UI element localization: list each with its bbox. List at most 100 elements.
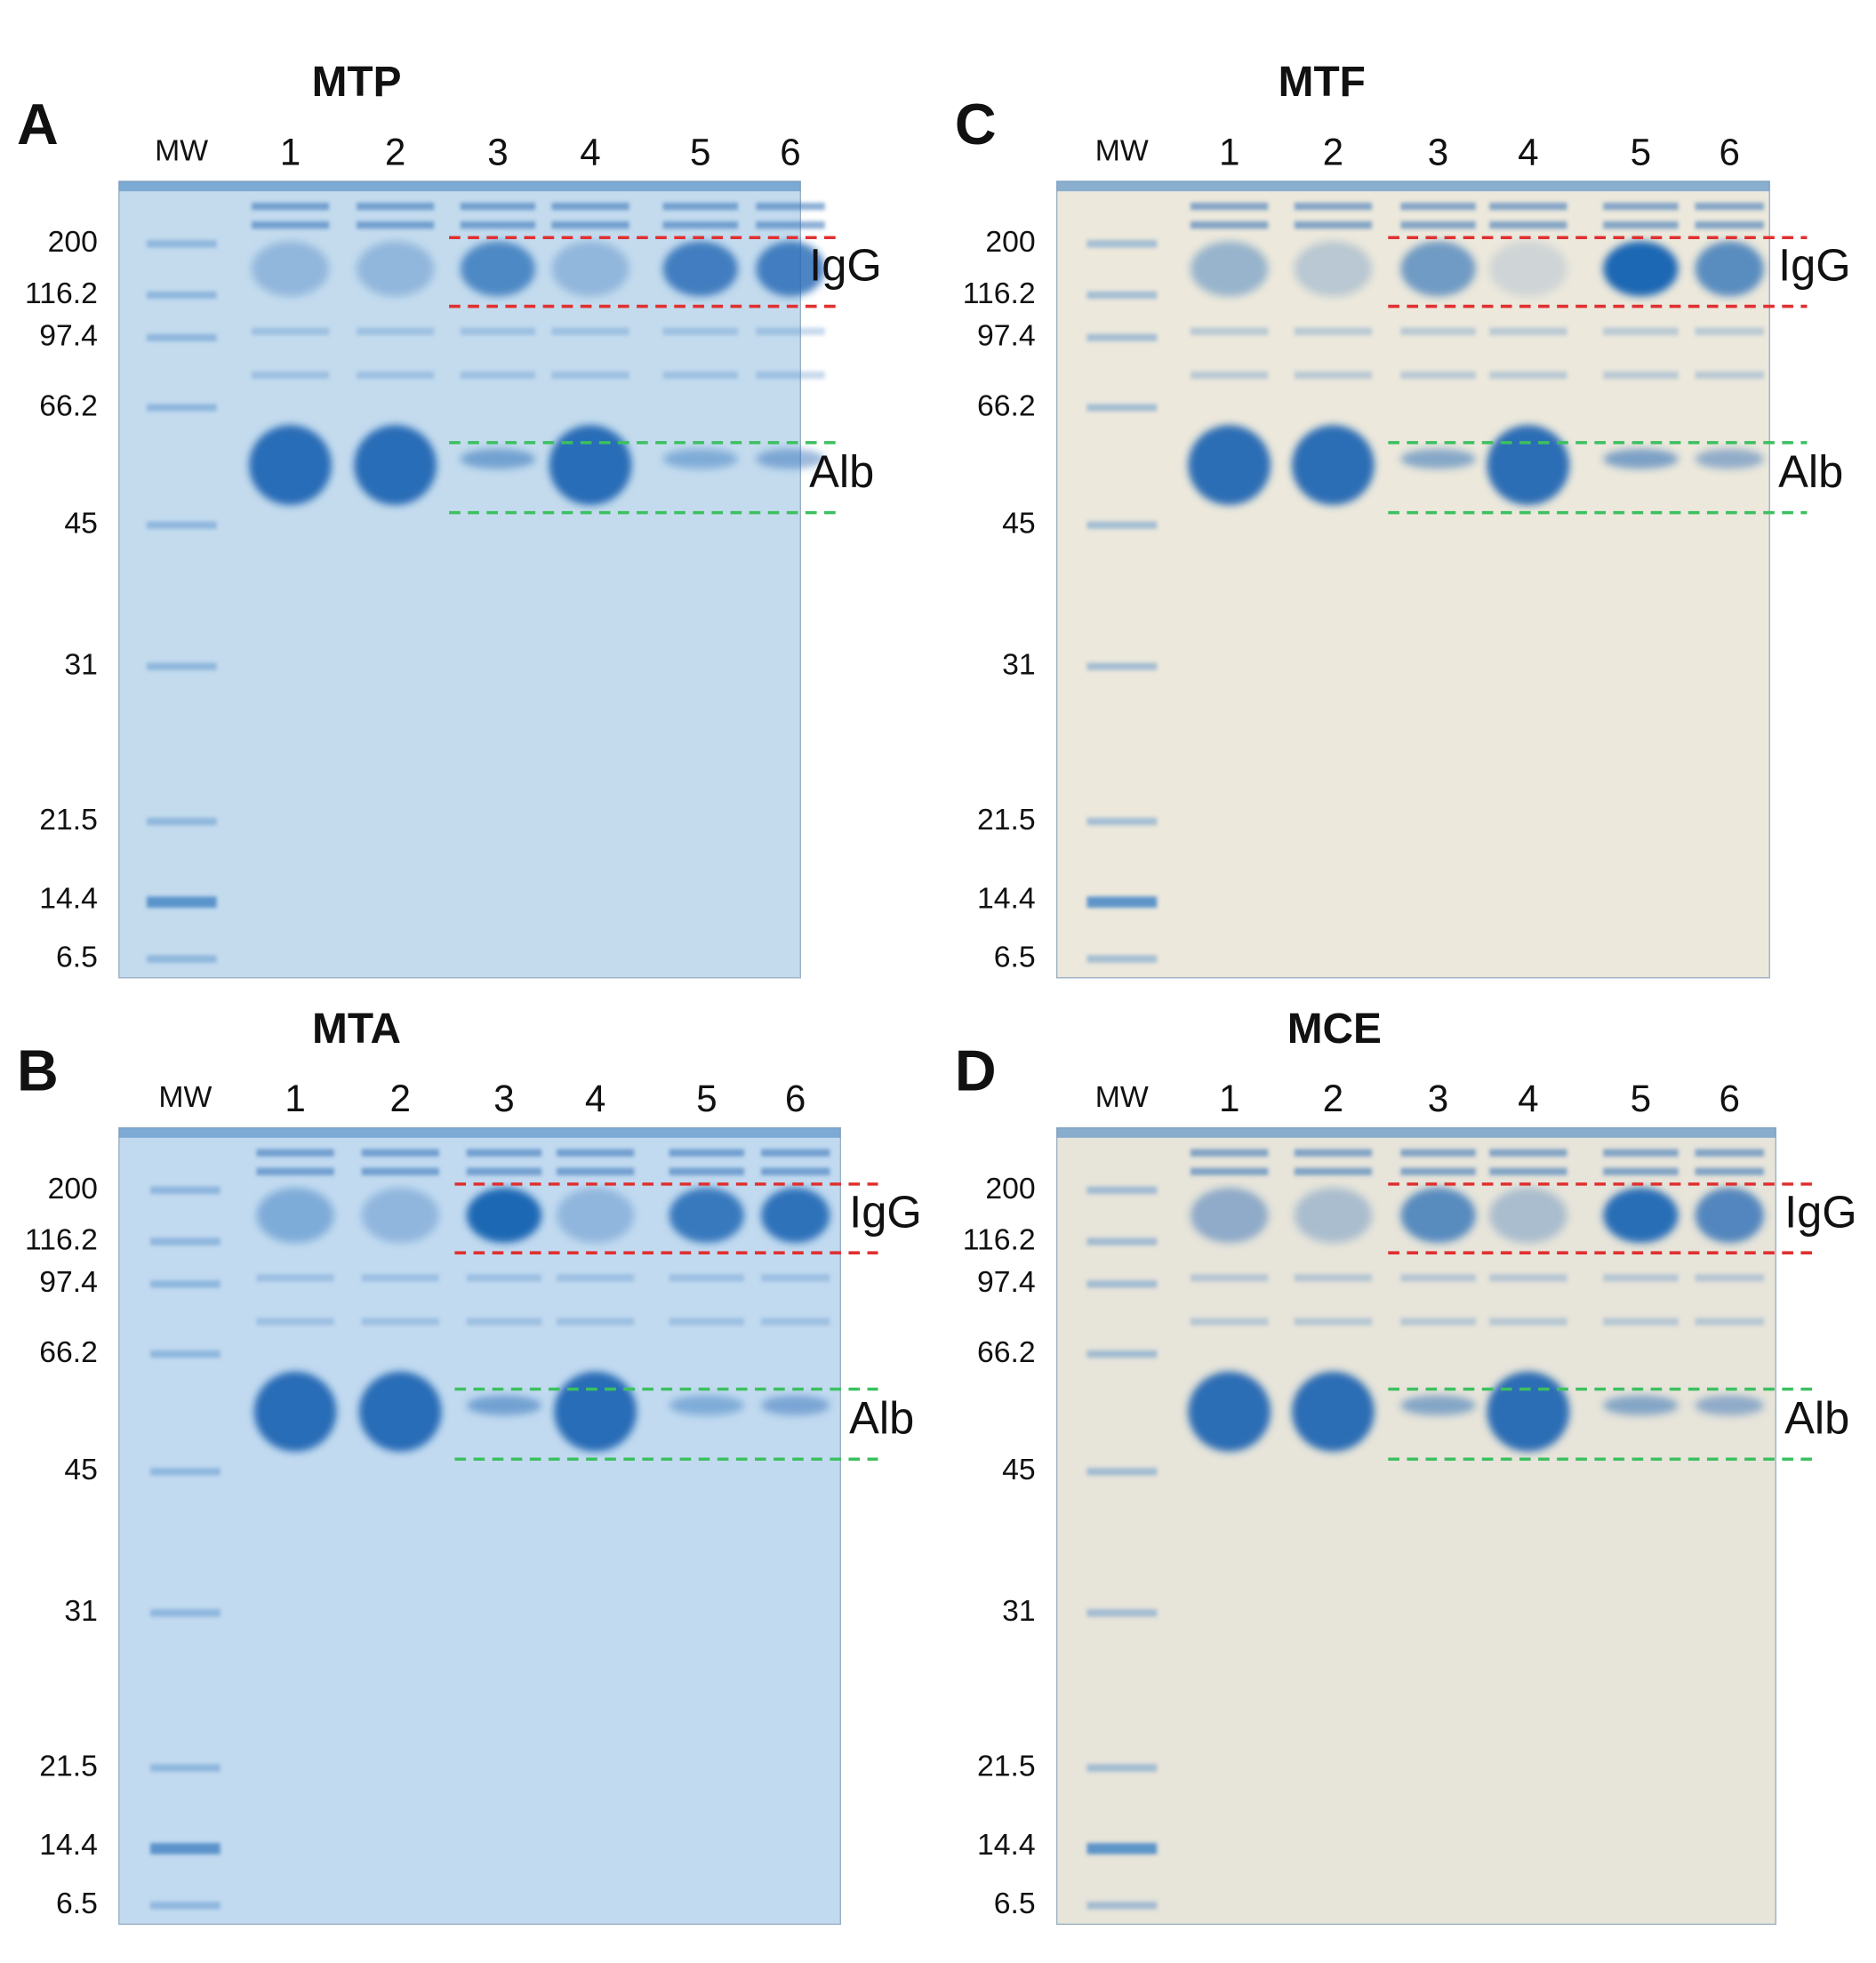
- ladder-band: [1086, 1238, 1158, 1246]
- band: [1191, 1149, 1269, 1157]
- alb-blob: [1188, 425, 1271, 506]
- band: [1294, 1318, 1373, 1326]
- mw-marker: 21.5: [39, 803, 98, 837]
- alb-label: Alb: [849, 1392, 914, 1443]
- alb-band: [1400, 1395, 1476, 1416]
- mw-marker: 6.5: [994, 941, 1036, 974]
- gel-top: [1056, 1127, 1776, 1138]
- alb-label: Alb: [809, 446, 874, 497]
- band: [1695, 327, 1764, 335]
- band: [466, 1318, 542, 1326]
- band: [251, 371, 330, 380]
- band: [669, 1318, 745, 1326]
- ladder-band: [149, 1902, 220, 1910]
- gel-top: [118, 180, 801, 192]
- mw-marker: 200: [985, 1172, 1035, 1206]
- band: [1400, 202, 1476, 211]
- band: [1294, 1167, 1373, 1175]
- ladder-band: [149, 1350, 220, 1358]
- ladder-band: [146, 817, 217, 826]
- band: [669, 1167, 745, 1175]
- ladder-band: [1086, 1468, 1158, 1476]
- lane-label: 1: [285, 1078, 305, 1119]
- igg-label: IgG: [809, 240, 882, 291]
- ladder-band: [1086, 404, 1158, 412]
- band: [551, 327, 629, 335]
- band: [1489, 202, 1567, 211]
- alb-blob: [554, 1371, 637, 1452]
- gel: [118, 180, 802, 979]
- band: [1400, 220, 1476, 229]
- band: [1695, 1149, 1764, 1157]
- lane-label: 3: [493, 1078, 514, 1119]
- band: [1191, 1318, 1269, 1326]
- ladder-band: [1086, 1764, 1158, 1772]
- igg-blob: [1400, 241, 1476, 297]
- lane-label: MW: [1095, 133, 1149, 167]
- mw-marker: 31: [1002, 648, 1036, 682]
- blobs: [249, 241, 825, 506]
- ladder-band: [1086, 817, 1158, 826]
- alb-band: [662, 448, 738, 469]
- alb-band: [1400, 448, 1476, 469]
- mw-marker: 31: [1002, 1594, 1036, 1628]
- band: [460, 371, 536, 380]
- mw-marker: 31: [64, 1594, 98, 1628]
- igg-label: IgG: [1778, 240, 1851, 291]
- ladder-band: [149, 1280, 220, 1288]
- alb-band: [669, 1395, 745, 1416]
- gel: [118, 1126, 842, 1926]
- blobs: [253, 1188, 830, 1452]
- igg-blob: [1489, 1188, 1567, 1243]
- alb-blob: [253, 1371, 337, 1452]
- band: [460, 327, 536, 335]
- ladder-band: [1086, 1280, 1158, 1288]
- lane-label: 4: [1518, 1078, 1538, 1119]
- igg-blob: [1191, 241, 1269, 297]
- band: [1400, 1149, 1476, 1157]
- mw-marker: 116.2: [963, 1222, 1036, 1256]
- igg-blob: [557, 1188, 635, 1243]
- mw-marker: 6.5: [994, 1887, 1036, 1920]
- lane-label: 1: [280, 132, 301, 173]
- lane-label: 5: [1631, 1078, 1651, 1119]
- band: [1489, 220, 1567, 229]
- ladder-band: [149, 1608, 220, 1617]
- alb-band: [760, 1395, 830, 1416]
- band: [557, 1318, 635, 1326]
- lane-label: 2: [390, 1078, 411, 1119]
- panel-letter: B: [17, 1038, 59, 1103]
- mw-marker: 45: [1002, 507, 1036, 541]
- ladder-band: [146, 521, 217, 529]
- band: [466, 1149, 542, 1157]
- igg-blob: [669, 1188, 745, 1243]
- mw-marker: 14.4: [39, 1828, 98, 1862]
- alb-blob: [1292, 425, 1375, 506]
- panel-title: MTF: [1279, 59, 1366, 106]
- band: [1695, 371, 1764, 380]
- lane-label: 3: [1428, 1078, 1448, 1119]
- igg-blob: [1603, 1188, 1679, 1243]
- ladder-band: [146, 333, 217, 341]
- igg-blob: [756, 241, 825, 297]
- igg-label: IgG: [1784, 1186, 1857, 1237]
- band: [1294, 371, 1373, 380]
- band: [1695, 1318, 1764, 1326]
- mw-marker: 6.5: [56, 1887, 98, 1920]
- lane-label: 6: [1719, 132, 1739, 173]
- band: [466, 1274, 542, 1282]
- band: [1489, 1274, 1567, 1282]
- alb-band: [756, 448, 825, 469]
- mw-marker: 66.2: [977, 1335, 1036, 1369]
- mw-marker: 200: [48, 225, 98, 259]
- band: [756, 371, 825, 380]
- alb-band: [1603, 448, 1679, 469]
- band: [460, 220, 536, 229]
- mw-marker: 66.2: [977, 389, 1036, 422]
- ladder-band: [1086, 291, 1158, 300]
- gel: [1055, 1126, 1776, 1926]
- lane-label: 5: [696, 1078, 717, 1119]
- ladder-band: [1086, 1350, 1158, 1358]
- alb-label: Alb: [1778, 446, 1843, 497]
